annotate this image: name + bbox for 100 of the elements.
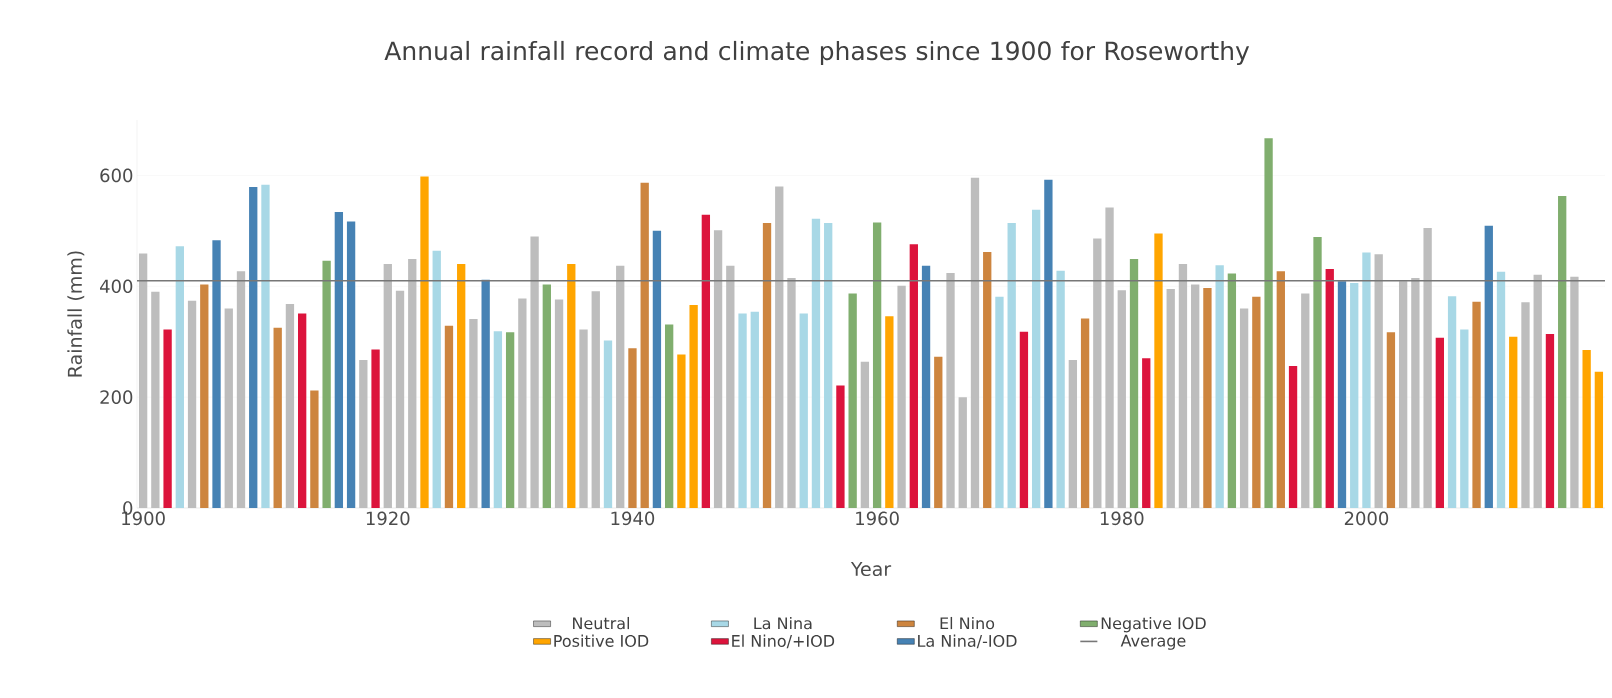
bar (1386, 332, 1396, 508)
bar (1129, 259, 1139, 508)
bar (285, 304, 295, 508)
bar (885, 316, 894, 508)
bar (591, 291, 600, 508)
bar (603, 340, 613, 508)
bar (701, 214, 711, 508)
x-tick-label: 1960 (856, 511, 899, 526)
bar (1337, 281, 1347, 508)
bar (432, 250, 441, 508)
bar (469, 318, 478, 508)
bar (958, 397, 967, 508)
bar (640, 182, 649, 508)
bar (1447, 296, 1457, 508)
bar (921, 265, 931, 508)
bar (836, 385, 845, 508)
x-tick-label: 2000 (1344, 511, 1389, 526)
bar (762, 223, 772, 508)
bar (212, 240, 221, 508)
bar (298, 313, 307, 508)
bar (236, 271, 246, 508)
bar (750, 311, 759, 508)
bar (1301, 293, 1310, 508)
legend-label: El Nino/+IOD (732, 634, 835, 649)
bar (1545, 333, 1555, 508)
bar (1105, 207, 1114, 508)
bar (1166, 289, 1175, 508)
bar (1288, 366, 1298, 508)
bar (934, 356, 943, 508)
bar (1117, 290, 1126, 508)
bar (1215, 265, 1224, 508)
bar (518, 298, 527, 508)
bar (1056, 270, 1065, 508)
bar (1093, 238, 1102, 508)
legend-label: Negative IOD (1101, 616, 1206, 633)
chart-title: Annual rainfall record and climate phases since 1900 for Roseworthy (384, 40, 1250, 66)
bar (444, 325, 454, 508)
bar (261, 184, 270, 508)
y-axis-title: Rainfall (mm) (67, 251, 85, 377)
bar (1178, 264, 1188, 508)
bar (1227, 273, 1237, 508)
bar (1007, 223, 1016, 508)
bar (505, 332, 515, 508)
bar (1350, 282, 1359, 508)
x-tick-label: 1940 (611, 511, 655, 526)
bar (346, 221, 356, 508)
bar (616, 265, 625, 508)
bar (493, 331, 503, 508)
bar (224, 308, 233, 508)
bar (457, 264, 466, 508)
bar (371, 349, 380, 508)
bar (1252, 296, 1261, 508)
bar (1313, 236, 1322, 508)
bar (677, 354, 686, 508)
bar (897, 285, 906, 508)
bar (138, 253, 148, 508)
bar (946, 272, 955, 508)
bar (726, 265, 735, 508)
bar (1362, 252, 1371, 508)
bar (383, 264, 392, 508)
bar (249, 187, 258, 508)
bar (689, 305, 698, 508)
bar (970, 177, 980, 508)
bar (628, 348, 637, 508)
bar (200, 284, 209, 508)
bar (151, 291, 160, 508)
bar (1472, 301, 1481, 508)
bar (1594, 371, 1604, 508)
bar (787, 277, 796, 508)
bar (811, 218, 821, 508)
y-tick-label: 200 (100, 390, 133, 404)
y-tick-label: 400 (100, 279, 133, 294)
bar (359, 360, 368, 508)
legend-label: Average (1120, 634, 1186, 650)
bar (408, 259, 417, 508)
legend-label: La Nina (754, 616, 812, 630)
bar (1423, 228, 1432, 508)
bar (775, 186, 784, 508)
bar (909, 244, 918, 508)
bar (1154, 233, 1163, 508)
bar (1460, 329, 1469, 508)
bar (542, 284, 551, 508)
bar (1521, 302, 1530, 508)
bar (1239, 308, 1249, 508)
bar (187, 300, 197, 508)
bar (1398, 281, 1408, 508)
bar (1509, 336, 1518, 508)
bar (652, 230, 662, 508)
bar (334, 212, 344, 508)
bar (481, 279, 490, 508)
bar (1031, 209, 1041, 508)
bar (824, 223, 833, 508)
bar (420, 176, 429, 508)
bar (738, 313, 747, 508)
bar (1142, 358, 1151, 508)
bar (1411, 277, 1420, 508)
bar (322, 260, 331, 508)
bar (1276, 271, 1285, 508)
bar (273, 327, 282, 508)
bar (1570, 276, 1579, 508)
